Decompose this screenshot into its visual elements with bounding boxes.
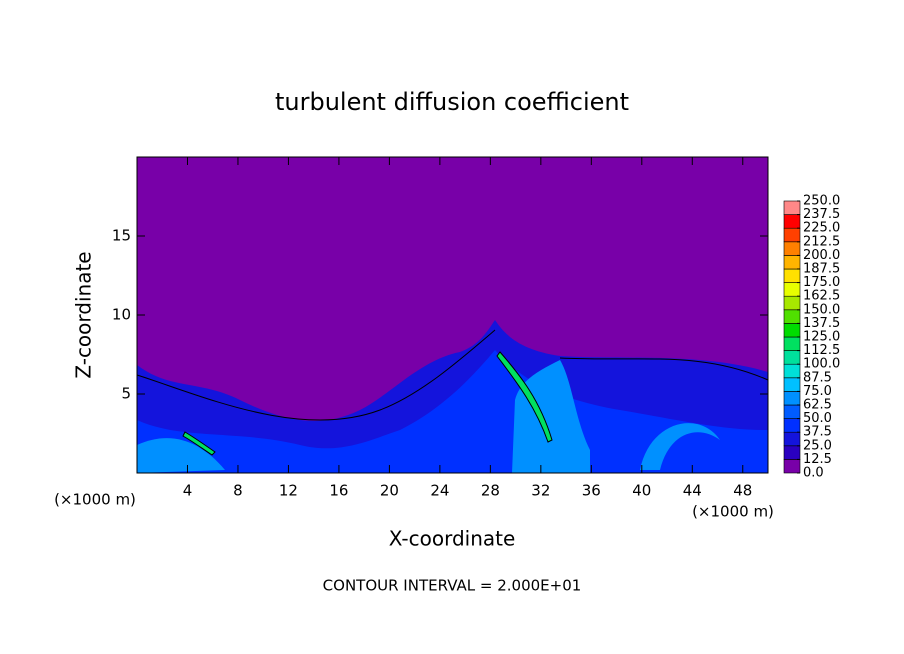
colorbar-label: 12.5	[803, 452, 832, 467]
colorbar-swatch	[783, 282, 801, 297]
colorbar-label: 0.0	[803, 466, 824, 481]
colorbar-label: 175.0	[803, 275, 840, 290]
field-streak	[496, 351, 553, 443]
colorbar-swatch	[783, 268, 801, 283]
x-tick-label: 16	[329, 482, 348, 500]
x-tick-label: 28	[481, 482, 500, 500]
colorbar-label: 137.5	[803, 316, 840, 331]
colorbar-swatch	[783, 363, 801, 379]
colorbar-label: 200.0	[803, 248, 840, 263]
colorbar-label: 150.0	[803, 302, 840, 317]
colorbar-swatch	[783, 404, 801, 419]
x-tick-label: 40	[632, 482, 651, 500]
field-streak	[182, 431, 216, 456]
x-tick-label: 36	[582, 482, 601, 500]
colorbar-label: 50.0	[803, 411, 832, 426]
colorbar-swatch	[783, 323, 801, 338]
colorbar-swatch	[783, 227, 801, 243]
field-region	[640, 423, 720, 470]
colorbar-label: 237.5	[803, 207, 840, 222]
colorbar-label: 212.5	[803, 234, 840, 249]
colorbar-label: 25.0	[803, 438, 832, 453]
colorbar-swatch	[783, 309, 801, 324]
field	[136, 157, 769, 473]
y-tick-label: 15	[112, 227, 131, 245]
colorbar-swatch	[783, 214, 801, 229]
x-tick-label: 24	[430, 482, 449, 500]
colorbar-swatch	[783, 377, 801, 392]
x-unit-label: (×1000 m)	[692, 503, 774, 521]
colorbar-label: 37.5	[803, 425, 832, 440]
x-tick-label: 44	[683, 482, 702, 500]
colorbar-swatch	[783, 255, 801, 270]
colorbar-swatch	[783, 295, 801, 311]
colorbar-label: 100.0	[803, 357, 840, 372]
colorbar-swatch	[783, 459, 801, 474]
colorbar-swatch	[783, 418, 801, 433]
y-tick-label: 5	[121, 385, 131, 403]
x-tick-label: 48	[733, 482, 752, 500]
colorbar-swatch	[783, 241, 801, 256]
contour-line	[136, 329, 769, 421]
colorbar-label: 112.5	[803, 343, 840, 358]
x-tick-label: 8	[233, 482, 243, 500]
field-region	[137, 438, 225, 473]
chart-title: turbulent diffusion coefficient	[275, 88, 629, 116]
y-tick-label: 10	[112, 306, 131, 324]
x-tick-label: 32	[531, 482, 550, 500]
colorbar-label: 87.5	[803, 370, 832, 385]
colorbar-swatch	[783, 200, 801, 215]
colorbar-swatch	[783, 350, 801, 365]
colorbar-label: 62.5	[803, 398, 832, 413]
colorbar-label: 250.0	[803, 194, 840, 209]
field-region	[512, 360, 590, 473]
colorbar-label: 225.0	[803, 221, 840, 236]
field-region	[137, 350, 768, 473]
colorbar-swatch	[783, 431, 801, 447]
colorbar-label: 75.0	[803, 384, 832, 399]
colorbar-swatch	[783, 391, 801, 406]
colorbar-label: 162.5	[803, 289, 840, 304]
colorbar-swatch	[783, 336, 801, 351]
x-tick-label: 20	[380, 482, 399, 500]
x-tick-label: 12	[279, 482, 298, 500]
x-unit-label: (×1000 m)	[54, 491, 136, 509]
y-axis-label: Z-coordinate	[72, 251, 96, 378]
colorbar-label: 125.0	[803, 330, 840, 345]
x-tick-label: 4	[183, 482, 193, 500]
annotation: CONTOUR INTERVAL = 2.000E+01	[323, 577, 582, 595]
colorbar-swatch	[783, 445, 801, 460]
x-axis-label: X-coordinate	[389, 527, 516, 551]
colorbar-label: 187.5	[803, 262, 840, 277]
